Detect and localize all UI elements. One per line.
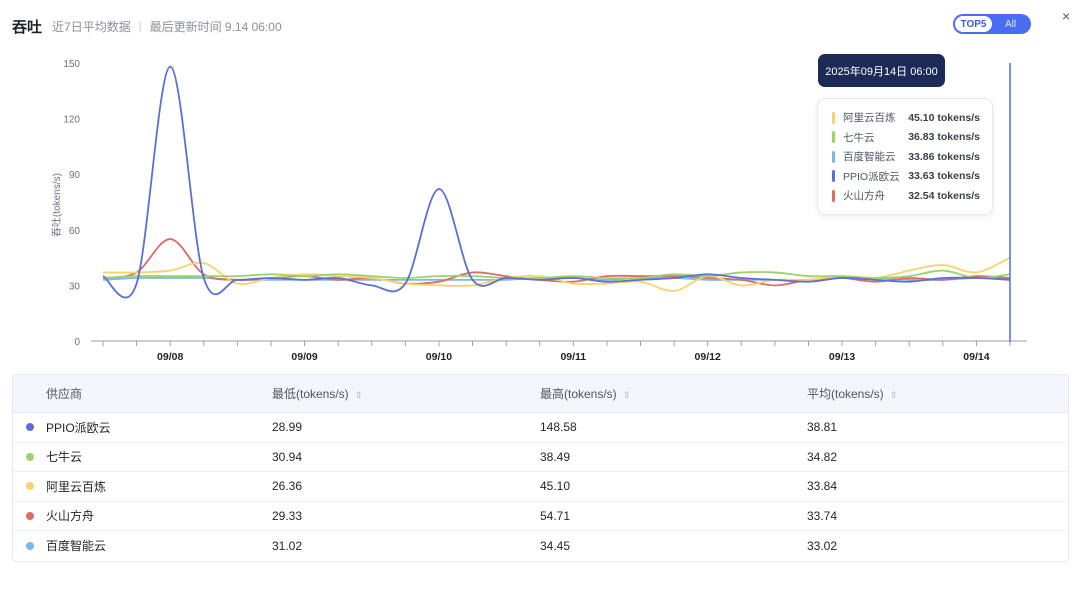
throughput-chart[interactable]: 0 30 60 90 120 150 09/08 09/09 09/10 09/11 09/12 09… xyxy=(0,0,1080,370)
tooltip-item: 百度智能云 33.86 tokens/s xyxy=(832,147,980,167)
updated-time: 最后更新时间 9.14 06:00 xyxy=(149,19,282,34)
tooltip-item-value: 33.63 tokens/s xyxy=(908,170,980,183)
sort-icon[interactable]: ⇕ xyxy=(354,390,363,400)
tooltip-item-value: 33.86 tokens/s xyxy=(908,150,980,163)
avg-cell: 34.82 xyxy=(807,449,838,464)
x-tick-label: 09/08 xyxy=(157,351,183,363)
avg-cell: 33.02 xyxy=(807,538,838,553)
series-color-dot xyxy=(26,423,34,432)
y-tick-label: 0 xyxy=(74,337,80,348)
col-provider: 供应商 xyxy=(46,387,83,401)
x-tick-label: 09/11 xyxy=(560,351,586,363)
provider-name: 阿里云百炼 xyxy=(46,479,107,494)
tooltip-item-name: 百度智能云 xyxy=(843,151,896,164)
series-color-dot xyxy=(26,452,34,461)
provider-cell: 百度智能云 xyxy=(13,537,272,554)
provider-cell: 阿里云百炼 xyxy=(13,478,272,495)
max-cell: 148.58 xyxy=(540,420,577,435)
table-row[interactable]: 百度智能云 31.02 34.45 33.02 xyxy=(13,531,1068,561)
tooltip-time: 2025年09月14日 06:00 xyxy=(818,54,945,87)
avg-cell: 38.81 xyxy=(807,420,838,435)
max-cell: 54.71 xyxy=(540,508,571,523)
y-tick-label: 90 xyxy=(69,170,81,181)
header: 吞吐 近7日平均数据 | 最后更新时间 9.14 06:00 xyxy=(12,14,282,38)
table-row[interactable]: 阿里云百炼 26.36 45.10 33.84 xyxy=(13,472,1068,502)
x-tick-label: 09/13 xyxy=(829,351,855,363)
tooltip-item-name: 阿里云百炼 xyxy=(843,112,896,125)
sort-icon[interactable]: ⇕ xyxy=(889,390,898,400)
provider-name: 七牛云 xyxy=(46,450,83,465)
col-max[interactable]: 最高(tokens/s) ⇕ xyxy=(540,385,807,402)
y-tick-label: 150 xyxy=(63,59,80,70)
provider-table: 供应商 最低(tokens/s) ⇕ 最高(tokens/s) ⇕ 平均(token… xyxy=(12,374,1069,562)
table-row[interactable]: PPIO派欧云 28.99 148.58 38.81 xyxy=(13,413,1068,443)
legend-swatch xyxy=(832,189,835,202)
legend-swatch xyxy=(832,131,835,144)
min-cell: 28.99 xyxy=(272,420,303,435)
min-cell: 26.36 xyxy=(272,479,303,494)
page-title: 吞吐 xyxy=(12,18,43,36)
tooltip: 阿里云百炼 45.10 tokens/s 七牛云 36.83 tokens/s 百度智能… xyxy=(817,98,993,215)
tooltip-item: PPIO派欧云 33.63 tokens/s xyxy=(832,167,980,187)
x-tick-label: 09/09 xyxy=(291,351,317,363)
provider-cell: 火山方舟 xyxy=(13,507,272,524)
avg-cell: 33.74 xyxy=(807,508,838,523)
provider-name: 火山方舟 xyxy=(46,509,95,524)
y-tick-label: 30 xyxy=(69,281,81,292)
col-avg[interactable]: 平均(tokens/s) ⇕ xyxy=(807,385,1068,402)
divider: | xyxy=(138,20,142,32)
col-avg-label: 平均(tokens/s) xyxy=(807,387,884,401)
table-row[interactable]: 七牛云 30.94 38.49 34.82 xyxy=(13,443,1068,472)
table-header: 供应商 最低(tokens/s) ⇕ 最高(tokens/s) ⇕ 平均(token… xyxy=(13,375,1068,413)
col-max-label: 最高(tokens/s) xyxy=(540,387,617,401)
provider-name: 百度智能云 xyxy=(46,539,107,554)
tooltip-item-name: 七牛云 xyxy=(843,131,875,144)
period-label: 近7日平均数据 xyxy=(52,19,131,34)
tooltip-item: 七牛云 36.83 tokens/s xyxy=(832,128,980,148)
series-color-dot xyxy=(26,482,34,491)
tooltip-item: 火山方舟 32.54 tokens/s xyxy=(832,186,980,206)
max-cell: 38.49 xyxy=(540,449,571,464)
min-cell: 30.94 xyxy=(272,449,303,464)
legend-swatch xyxy=(832,150,835,163)
x-tick-label: 09/14 xyxy=(963,351,989,363)
col-min-label: 最低(tokens/s) xyxy=(272,387,349,401)
series-line[interactable] xyxy=(102,256,1011,292)
x-tick-label: 09/10 xyxy=(426,351,452,363)
y-axis-label: 吞吐(tokens/s) xyxy=(51,173,63,237)
toggle-top5[interactable]: TOP5 xyxy=(955,16,992,32)
legend-swatch xyxy=(832,170,835,183)
tooltip-item: 阿里云百炼 45.10 tokens/s xyxy=(832,108,980,128)
tooltip-item-value: 45.10 tokens/s xyxy=(908,111,980,124)
series-color-dot xyxy=(26,541,34,550)
table-row[interactable]: 火山方舟 29.33 54.71 33.74 xyxy=(13,502,1068,531)
toggle-all[interactable]: All xyxy=(1004,18,1017,30)
provider-name: PPIO派欧云 xyxy=(46,420,111,435)
max-cell: 45.10 xyxy=(540,479,571,494)
min-cell: 31.02 xyxy=(272,538,303,553)
series-line[interactable] xyxy=(102,65,1011,299)
tooltip-item-name: PPIO派欧云 xyxy=(843,170,900,183)
series-line[interactable] xyxy=(102,269,1011,280)
sort-icon[interactable]: ⇕ xyxy=(622,390,631,400)
close-icon[interactable]: × xyxy=(1062,8,1071,24)
y-tick-label: 120 xyxy=(63,115,80,126)
provider-cell: 七牛云 xyxy=(13,448,272,465)
y-tick-label: 60 xyxy=(69,226,81,237)
col-min[interactable]: 最低(tokens/s) ⇕ xyxy=(272,385,540,402)
avg-cell: 33.84 xyxy=(807,479,838,494)
top5-all-toggle[interactable]: TOP5 All xyxy=(953,14,1031,34)
tooltip-item-value: 36.83 tokens/s xyxy=(908,131,980,144)
provider-cell: PPIO派欧云 xyxy=(13,419,272,436)
tooltip-item-value: 32.54 tokens/s xyxy=(908,189,980,202)
series-color-dot xyxy=(26,511,34,520)
max-cell: 34.45 xyxy=(540,538,571,553)
x-tick-label: 09/12 xyxy=(695,351,721,363)
min-cell: 29.33 xyxy=(272,508,303,523)
legend-swatch xyxy=(832,111,835,124)
tooltip-item-name: 火山方舟 xyxy=(843,190,885,203)
